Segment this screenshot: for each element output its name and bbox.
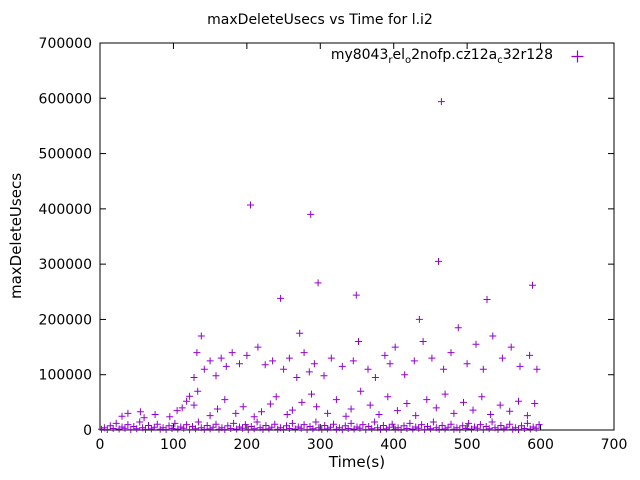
svg-text:500: 500: [454, 437, 481, 453]
svg-text:200000: 200000: [39, 312, 92, 328]
svg-text:500000: 500000: [39, 147, 92, 163]
x-axis-tick-labels: 0 100 200 300 400 500 600 700: [96, 437, 628, 453]
legend-label-segment: o: [405, 54, 412, 66]
svg-text:400000: 400000: [39, 202, 92, 218]
legend-label-segment: 32r128: [502, 47, 553, 63]
legend-marker-plus-icon: [571, 50, 584, 63]
svg-text:0: 0: [96, 437, 105, 453]
data-points: [98, 98, 543, 434]
svg-text:600000: 600000: [39, 91, 92, 107]
svg-text:300000: 300000: [39, 257, 92, 273]
x-axis-label: Time(s): [328, 453, 386, 471]
y-axis-tick-labels: 0 100000 200000 300000 400000 500000 600000 700…: [39, 36, 92, 439]
legend-label-segment: r: [388, 54, 393, 66]
legend-label-segment: my8043: [330, 47, 389, 63]
legend: my8043relo2nofp.cz12ac32r128: [331, 47, 584, 66]
svg-text:0: 0: [83, 423, 92, 439]
svg-text:100000: 100000: [39, 368, 92, 384]
legend-label-segment: el: [392, 47, 406, 63]
svg-text:600: 600: [527, 437, 554, 453]
svg-text:700: 700: [601, 437, 628, 453]
svg-text:400: 400: [380, 437, 407, 453]
svg-text:100: 100: [160, 437, 187, 453]
svg-text:200: 200: [233, 437, 260, 453]
legend-label-segment: c: [497, 54, 503, 66]
legend-label: my8043relo2nofp.cz12ac32r128: [331, 47, 553, 66]
chart-title: maxDeleteUsecs vs Time for l.i2: [207, 12, 433, 28]
svg-text:300: 300: [307, 437, 334, 453]
svg-text:700000: 700000: [39, 36, 92, 52]
legend-label-segment: 2nofp.cz12a: [411, 47, 498, 63]
y-axis-ticks: [100, 42, 614, 431]
